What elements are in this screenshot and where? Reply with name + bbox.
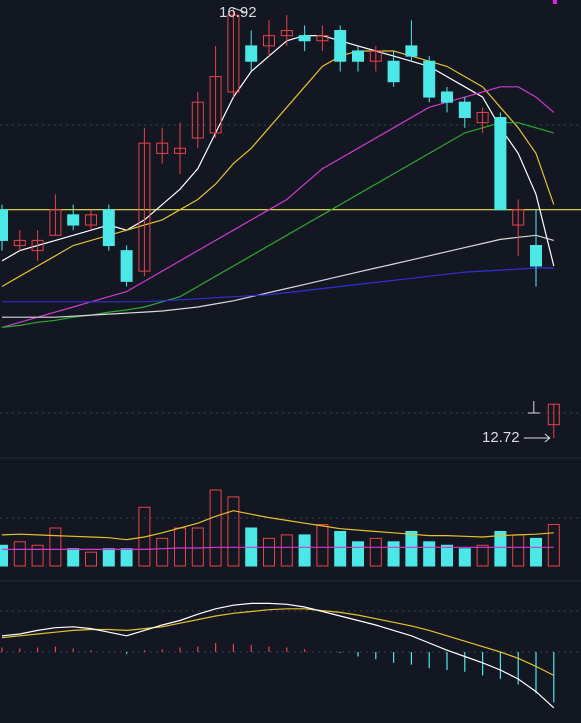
volume-bar — [352, 541, 364, 567]
candle-body — [227, 14, 240, 93]
macd-dif-line — [1, 602, 555, 709]
candle-body — [0, 209, 8, 241]
volume-bar — [13, 541, 26, 567]
volume-bar — [530, 537, 542, 567]
price-ma-line-6 — [2, 267, 554, 303]
volume-bar — [138, 506, 151, 567]
volume-bar — [441, 544, 453, 567]
volume-bar — [263, 537, 275, 567]
volume-bar — [369, 537, 382, 567]
candle-body — [423, 60, 436, 98]
candle-body — [174, 147, 186, 154]
candle-body — [280, 30, 293, 37]
candle-body — [316, 35, 329, 42]
volume-bar — [512, 534, 525, 567]
corner-marker — [553, 0, 557, 4]
macd-dea-line — [1, 608, 555, 676]
price-ma-line-5 — [2, 234, 554, 318]
candle-body — [191, 101, 204, 139]
volume-bar — [280, 534, 293, 567]
volume-bar — [156, 537, 169, 567]
low-pointer — [523, 433, 551, 443]
candle-body — [387, 60, 400, 83]
volume-bar — [334, 530, 347, 567]
candle-body — [458, 101, 471, 119]
volume-bar — [191, 527, 204, 567]
price-ma-line-2 — [1, 50, 555, 288]
volume-bar — [316, 524, 329, 567]
candle-body — [138, 142, 151, 272]
candle-body — [156, 142, 169, 154]
candle-body — [369, 50, 382, 62]
volume-bar — [494, 530, 507, 567]
candle-body — [298, 35, 311, 42]
candle-body — [31, 239, 44, 252]
volume-bar — [209, 489, 222, 567]
volume-bar — [31, 544, 44, 567]
price-ma-line-3 — [1, 86, 555, 328]
candle-body — [476, 111, 489, 124]
price-ma-line-1 — [1, 34, 555, 267]
low-price-label: 12.72 — [482, 429, 520, 446]
volume-bar — [174, 527, 186, 567]
volume-bar — [67, 548, 80, 567]
candle-body — [441, 91, 453, 103]
candle-body — [245, 45, 258, 62]
candle-body — [85, 214, 97, 226]
candle-body — [334, 30, 347, 62]
volume-bar — [405, 530, 418, 567]
volume-ma-line-1 — [1, 510, 554, 541]
volume-bar — [387, 541, 400, 567]
volume-bar — [547, 524, 560, 567]
candle-body — [512, 209, 525, 226]
volume-bar — [0, 544, 8, 567]
candle-body — [209, 76, 222, 134]
candle-body — [49, 209, 62, 236]
candle-body — [13, 239, 26, 247]
candle-body — [547, 403, 560, 426]
price-ma-line-4 — [1, 122, 554, 328]
volume-ma-line-2 — [2, 546, 554, 551]
high-price-label: 16.92 — [219, 4, 257, 21]
volume-bar — [476, 544, 489, 567]
volume-bar — [298, 534, 311, 567]
volume-bar — [49, 527, 62, 567]
volume-bar — [458, 548, 471, 567]
cursor-marker — [527, 401, 540, 414]
candle-body — [405, 45, 418, 57]
high-pointer — [233, 7, 248, 14]
volume-bar — [85, 551, 97, 567]
candle-body — [102, 209, 115, 247]
candle-body — [494, 117, 507, 211]
volume-bar — [102, 548, 115, 567]
volume-bar — [423, 541, 436, 567]
volume-bar — [227, 496, 240, 567]
candle-body — [67, 214, 80, 226]
volume-bar — [120, 548, 133, 567]
candle-body — [263, 35, 275, 47]
candle-body — [352, 50, 364, 62]
candle-body — [530, 245, 542, 267]
candle-body — [120, 250, 133, 282]
